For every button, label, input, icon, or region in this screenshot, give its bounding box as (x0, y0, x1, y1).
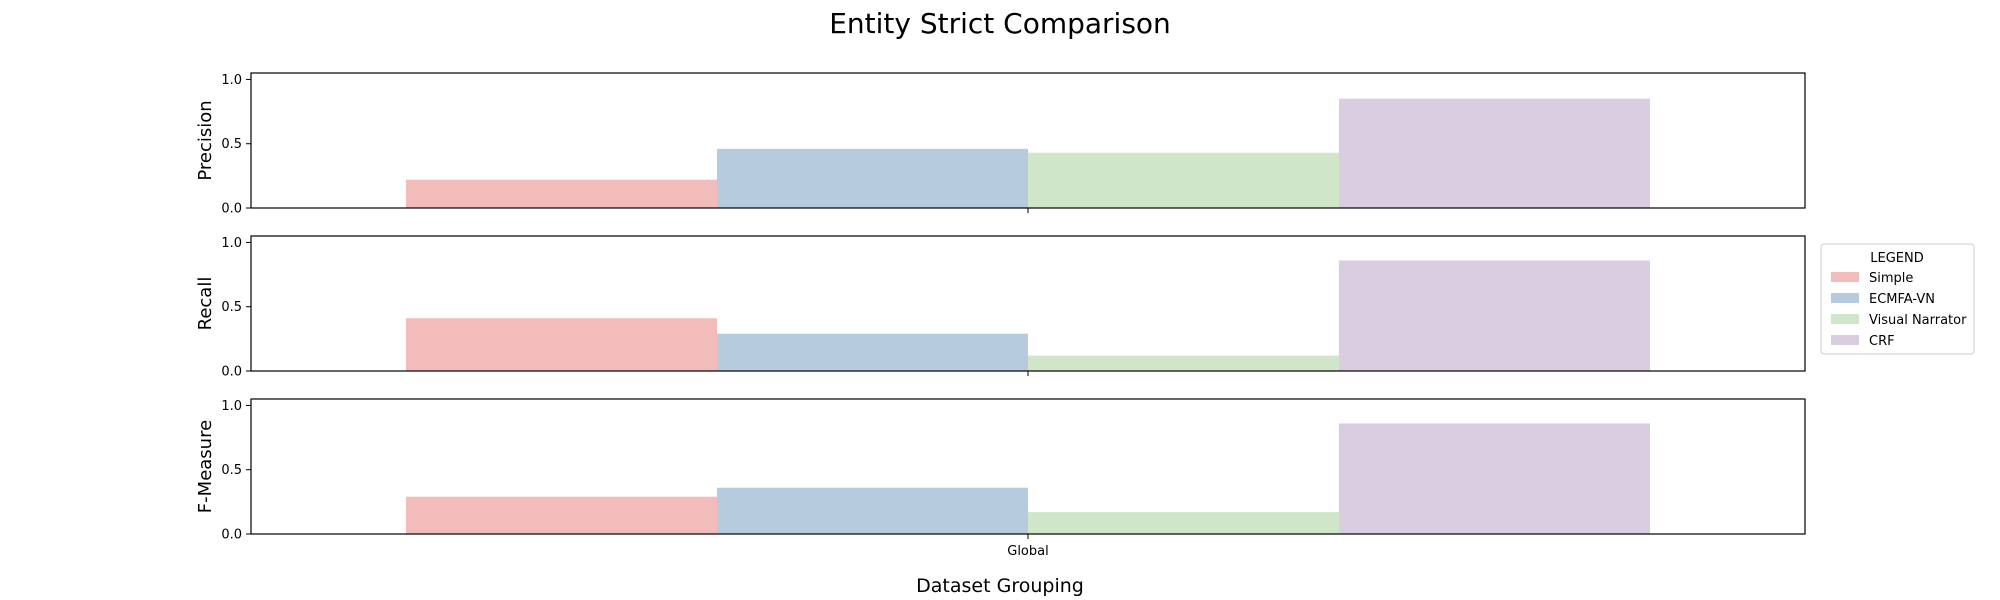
panel-precision: 0.0 0.5 1.0 Precision (195, 72, 1806, 217)
y-axis-label: F-Measure (195, 420, 216, 513)
legend: LEGEND Simple ECMFA-VN Visual Narrator CRF (1820, 243, 1975, 355)
y-tick-label: 0.0 (221, 528, 242, 543)
y-axis-label: Recall (195, 277, 216, 331)
x-axis-label: Dataset Grouping (916, 575, 1084, 597)
bar-crf (1339, 260, 1650, 371)
legend-label: CRF (1869, 334, 1895, 349)
y-tick-label: 1.0 (221, 236, 242, 251)
y-tick-label: 1.0 (221, 73, 242, 88)
panel-f-measure: 0.0 0.5 1.0 F-Measure Global (195, 398, 1806, 559)
bar-simple (406, 318, 717, 371)
bar-ecmfa-vn (717, 333, 1028, 371)
bar-crf (1339, 98, 1650, 208)
bar-simple (406, 496, 717, 534)
panel-recall: 0.0 0.5 1.0 Recall (195, 235, 1806, 380)
legend-swatch (1831, 293, 1859, 303)
bar-ecmfa-vn (717, 148, 1028, 208)
legend-label: Simple (1869, 271, 1913, 286)
legend-swatch (1831, 335, 1859, 345)
chart-title: Entity Strict Comparison (829, 7, 1171, 40)
legend-swatch (1831, 272, 1859, 282)
legend-label: Visual Narrator (1869, 313, 1967, 328)
bar-visual-narrator (1028, 152, 1339, 208)
bar-crf (1339, 423, 1650, 534)
y-tick-label: 0.5 (221, 463, 242, 478)
legend-title: LEGEND (1870, 251, 1923, 266)
y-axis-label: Precision (195, 100, 216, 180)
legend-swatch (1831, 314, 1859, 324)
legend-frame (1820, 243, 1975, 355)
bar-visual-narrator (1028, 355, 1339, 371)
legend-label: ECMFA-VN (1869, 292, 1935, 307)
bar-simple (406, 179, 717, 208)
x-tick-label: Global (1007, 544, 1048, 559)
bar-visual-narrator (1028, 512, 1339, 534)
y-tick-label: 0.0 (221, 202, 242, 217)
y-tick-label: 1.0 (221, 399, 242, 414)
y-tick-label: 0.5 (221, 137, 242, 152)
y-tick-label: 0.0 (221, 365, 242, 380)
bar-ecmfa-vn (717, 487, 1028, 534)
y-tick-label: 0.5 (221, 300, 242, 315)
